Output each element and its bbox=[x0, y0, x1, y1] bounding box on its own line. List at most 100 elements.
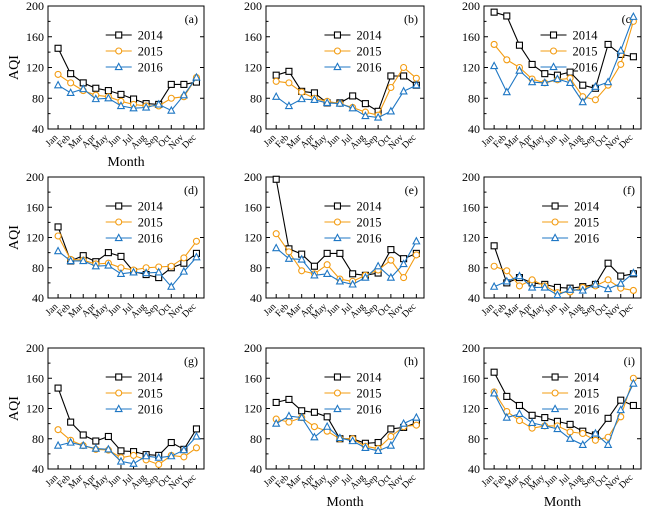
data-point-2014 bbox=[566, 420, 574, 428]
y-tick-label: 200 bbox=[26, 170, 44, 184]
x-axis-title: Month bbox=[326, 495, 363, 510]
series-line-2015 bbox=[493, 21, 634, 101]
data-point-2016 bbox=[66, 88, 75, 97]
panel-label: (d) bbox=[184, 183, 198, 197]
data-point-2016 bbox=[53, 440, 63, 449]
data-point-2015 bbox=[629, 286, 637, 294]
x-tick-label: Dec bbox=[401, 133, 419, 151]
data-point-2016 bbox=[578, 285, 587, 294]
y-tick-label: 80 bbox=[32, 261, 44, 275]
data-point-2014 bbox=[79, 431, 87, 439]
legend-label-2016: 2016 bbox=[574, 232, 599, 246]
data-point-2016 bbox=[271, 418, 281, 427]
data-point-2014 bbox=[104, 249, 112, 257]
data-point-2016 bbox=[79, 256, 88, 265]
data-point-2014 bbox=[117, 447, 125, 455]
data-point-2014 bbox=[349, 92, 357, 100]
series-line-2016 bbox=[493, 272, 634, 296]
x-tick-label: Dec bbox=[181, 133, 199, 151]
data-point-2016 bbox=[502, 87, 512, 96]
y-tick-label: 120 bbox=[244, 231, 262, 245]
data-point-2014 bbox=[629, 401, 637, 410]
data-point-2016 bbox=[386, 440, 396, 449]
y-tick-label: 80 bbox=[250, 91, 262, 105]
data-point-2015 bbox=[192, 237, 201, 245]
y-tick-label: 40 bbox=[250, 122, 262, 136]
panel-label: (b) bbox=[404, 12, 418, 26]
y-tick-label: 40 bbox=[32, 122, 44, 136]
data-point-2016 bbox=[527, 418, 537, 427]
data-point-2014 bbox=[374, 438, 382, 447]
data-point-2014 bbox=[272, 175, 280, 183]
data-point-2016 bbox=[167, 451, 176, 460]
data-point-2016 bbox=[192, 72, 201, 81]
data-point-2016 bbox=[591, 428, 600, 437]
x-tick-label: Dec bbox=[181, 302, 199, 320]
legend-label-2016: 2016 bbox=[574, 403, 599, 417]
legend-marker-2015 bbox=[333, 389, 342, 397]
data-point-2014 bbox=[579, 81, 587, 89]
data-point-2016 bbox=[154, 267, 163, 276]
panel-label: (a) bbox=[185, 12, 198, 26]
legend-marker-2014 bbox=[333, 31, 342, 39]
data-point-2016 bbox=[361, 111, 370, 120]
data-point-2014 bbox=[67, 70, 75, 78]
y-tick-label: 160 bbox=[26, 371, 44, 385]
chart-panel-b: 4080120160200JanFebMarAprMayJunJulAugSep… bbox=[244, 0, 425, 152]
series-line-2015 bbox=[57, 429, 197, 466]
legend-label-2015: 2015 bbox=[574, 387, 599, 401]
data-point-2014 bbox=[336, 249, 344, 257]
data-point-2014 bbox=[310, 408, 318, 416]
y-tick-label: 80 bbox=[250, 432, 262, 446]
data-point-2016 bbox=[412, 80, 421, 89]
legend-marker-2014 bbox=[549, 31, 558, 39]
data-point-2015 bbox=[167, 262, 175, 270]
data-point-2015 bbox=[528, 276, 536, 284]
panel-label: (h) bbox=[404, 354, 418, 368]
data-point-2016 bbox=[154, 452, 163, 461]
y-tick-label: 160 bbox=[26, 30, 44, 44]
data-point-2016 bbox=[489, 61, 499, 70]
legend-label-2015: 2015 bbox=[574, 216, 599, 230]
legend-marker-2014 bbox=[551, 373, 559, 381]
y-axis-title: AQI bbox=[7, 225, 22, 250]
y-tick-label: 80 bbox=[250, 261, 262, 275]
data-point-2016 bbox=[578, 440, 587, 448]
data-point-2016 bbox=[104, 444, 113, 453]
data-point-2015 bbox=[285, 418, 293, 426]
data-point-2014 bbox=[541, 70, 549, 78]
y-tick-label: 160 bbox=[244, 30, 262, 44]
data-point-2016 bbox=[53, 80, 63, 89]
data-point-2015 bbox=[54, 70, 62, 78]
data-point-2016 bbox=[591, 279, 600, 288]
data-point-2016 bbox=[310, 270, 319, 279]
legend-label-2016: 2016 bbox=[138, 61, 163, 75]
data-point-2015 bbox=[272, 77, 280, 85]
data-point-2014 bbox=[490, 368, 498, 376]
data-point-2014 bbox=[490, 8, 498, 16]
data-point-2016 bbox=[361, 443, 370, 451]
chart-panel-c: 4080120160200JanFebMarAprMayJunJulAugSep… bbox=[462, 0, 642, 152]
chart-panel-e: 4080120160200JanFebMarAprMayJunJulAugSep… bbox=[244, 170, 425, 321]
legend-label-2015: 2015 bbox=[138, 45, 163, 59]
data-point-2016 bbox=[271, 243, 281, 252]
data-point-2016 bbox=[502, 276, 512, 285]
data-point-2015 bbox=[503, 56, 511, 64]
y-tick-label: 40 bbox=[468, 122, 480, 136]
data-point-2014 bbox=[387, 425, 395, 433]
y-tick-label: 160 bbox=[244, 200, 262, 214]
data-point-2016 bbox=[79, 84, 88, 93]
data-point-2016 bbox=[565, 78, 575, 87]
series-line-2014 bbox=[57, 226, 197, 279]
data-point-2016 bbox=[167, 105, 176, 114]
y-tick-label: 80 bbox=[468, 91, 480, 105]
y-tick-label: 120 bbox=[462, 402, 480, 416]
data-point-2015 bbox=[400, 274, 408, 282]
series-line-2016 bbox=[275, 84, 417, 119]
data-point-2016 bbox=[66, 256, 75, 265]
data-point-2016 bbox=[603, 440, 613, 448]
data-point-2015 bbox=[387, 83, 395, 92]
chart-panel-f: 4080120160200JanFebMarAprMayJunJulAugSep… bbox=[462, 170, 642, 321]
legend-marker-2014 bbox=[333, 373, 342, 381]
y-tick-label: 40 bbox=[250, 462, 262, 476]
